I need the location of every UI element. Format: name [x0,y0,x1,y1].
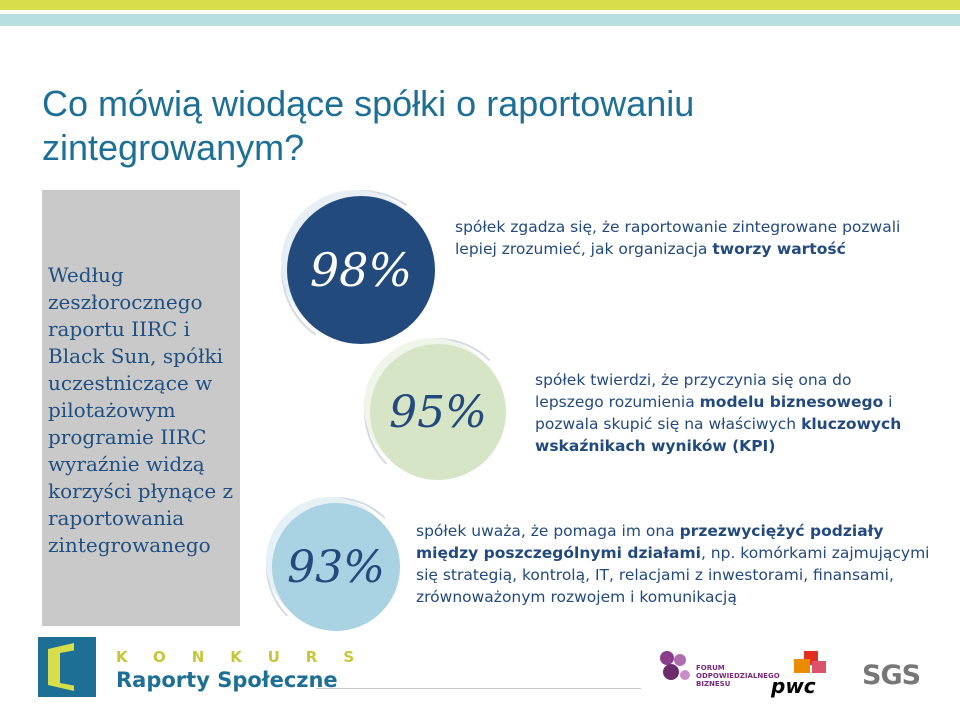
stat-text-bold: modelu biznesowego [699,393,884,411]
sidebar-text: Według zeszłorocznego raportu IIRC i Bla… [48,263,234,557]
stat-circle-93: 93% [272,503,400,631]
sgs-logo: SGS [862,660,921,691]
stat-text-bold: przezwyciężyć podziały między poszczegól… [416,522,884,562]
fob-logo-icon [660,651,690,680]
stat-value: 93% [287,541,385,593]
stat-text-part: i pozwala skupić się na właściwych [535,393,893,433]
pwc-logo-icon [794,651,826,673]
stat-text-93: spółek uważa, że pomaga im ona przezwyci… [416,520,936,608]
stat-value: 95% [389,386,487,438]
stat-circle-95: 95% [370,344,506,480]
konkurs-label: KONKURS [116,648,381,666]
top-accent-bar [0,0,960,10]
stat-text-part: spółek uważa, że pomaga im ona [416,522,680,540]
page-title: Co mówią wiodące spółki o raportowaniu z… [42,83,695,168]
konkurs-logo-icon [38,637,96,697]
fob-label: FORUM ODPOWIEDZIALNEGO BIZNESU [696,664,780,688]
stat-text-part: spółek twierdzi, że przyczynia się ona d… [535,371,852,411]
raporty-label: Raporty Społeczne [116,668,338,692]
stat-text-part: spółek zgadza się, że raportowanie zinte… [455,218,901,258]
stat-text-bold: tworzy wartość [712,240,846,258]
stat-circle-98: 98% [287,196,435,344]
stat-value: 98% [309,243,413,297]
arc-decoration [266,497,406,637]
arc-decoration [364,338,512,486]
sidebar-panel [42,190,240,626]
stat-text-part: , np. komórkami zajmującymi się strategi… [416,544,930,606]
pwc-label: pwc [771,674,816,698]
stat-text-98: spółek zgadza się, że raportowanie zinte… [455,216,925,260]
footer-divider [316,688,641,689]
stat-text-95: spółek twierdzi, że przyczynia się ona d… [535,369,925,457]
top-accent-bar-light [0,14,960,26]
stat-text-bold: kluczowych wskaźnikach wyników (KPI) [535,415,902,455]
